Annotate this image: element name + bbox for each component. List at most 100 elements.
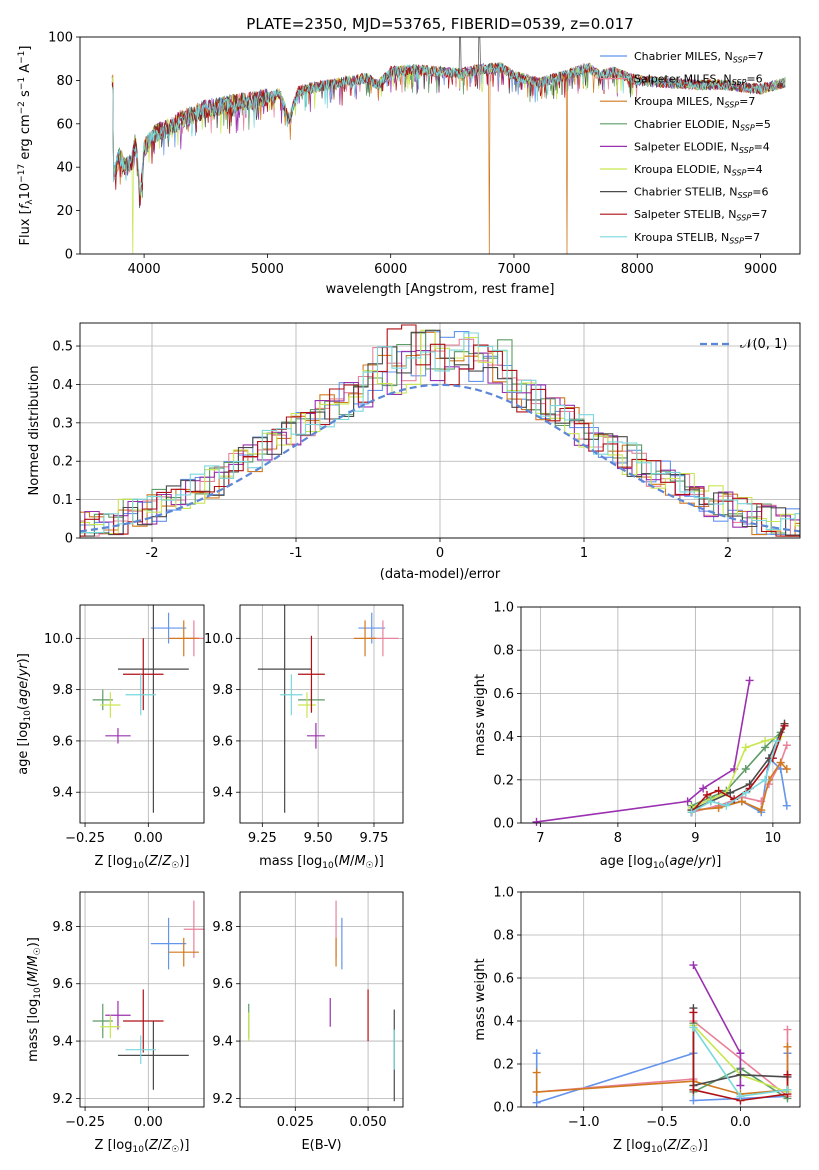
mass-weight-point [736, 1092, 745, 1101]
mass-weight-point [714, 786, 723, 795]
mass-weight-point [745, 676, 754, 685]
y-tick-label: 0.6 [493, 687, 514, 702]
y-tick-label: 0.8 [493, 644, 514, 659]
y-tick-label: 9.4 [52, 786, 73, 801]
y-tick-label: 9.8 [52, 920, 73, 935]
axes-frame [79, 36, 801, 255]
y-axis-label: mass weight [473, 958, 488, 1040]
x-tick-label: 0.025 [277, 1115, 314, 1130]
x-axis-label: age [log10(age/yr)] [600, 854, 722, 871]
spectrum-panel: 4000 5000 6000 7000 8000 9000 0 20 40 60 80 100 Chab… [17, 31, 801, 297]
mass-weight-point [783, 1085, 792, 1094]
mass-weight-point [532, 1068, 541, 1077]
x-tick-label: 8 [614, 831, 622, 846]
y-tick-label: 0.5 [52, 340, 73, 355]
axes-frame [239, 604, 404, 824]
y-tick-label: 0.3 [52, 416, 73, 431]
x-tick-label: 6000 [374, 262, 407, 277]
mass-weight-point [783, 1042, 792, 1051]
x-tick-label: -1 [290, 546, 303, 561]
mass-weight-point [776, 758, 785, 767]
mass-weight-point [689, 1085, 698, 1094]
mass-weight-point [532, 1049, 541, 1058]
mass-weight-point [689, 1096, 698, 1105]
x-tick-label: −1.0 [568, 1115, 600, 1130]
legend-entry: Kroupa STELIB, NSSP=7 [634, 231, 760, 246]
mass-weight-point [782, 765, 791, 773]
y-tick-label: 9.6 [212, 734, 233, 749]
y-axis-label: Flux [fλ10−17 erg cm−2 s−1 A−1] [17, 46, 35, 246]
x-tick-label: 9 [691, 831, 699, 846]
x-tick-label: 2 [724, 546, 732, 561]
legend-entry: 𝒩(0, 1) [740, 337, 787, 352]
legend-entry: Chabrier MILES, NSSP=7 [634, 50, 764, 65]
y-tick-label: 0.1 [52, 493, 73, 508]
x-tick-label: 1 [580, 546, 588, 561]
mass-weight-point [689, 1023, 698, 1032]
y-axis-label: Normed distribution [27, 366, 42, 496]
y-tick-label: 60 [56, 117, 73, 132]
normal-reference-curve [80, 383, 800, 533]
mass-weight-point [783, 1025, 792, 1034]
y-tick-label: 9.8 [212, 920, 233, 935]
y-tick-label: 0.0 [493, 817, 514, 832]
mass-weight-point [757, 806, 766, 815]
mass-weight-point [761, 775, 770, 784]
residual-histogram [80, 332, 800, 534]
x-tick-label: 9.50 [304, 831, 333, 846]
x-tick-label: −0.25 [65, 831, 105, 846]
y-tick-label: 1.0 [493, 886, 514, 901]
residual-histogram-panel: -2 -1 0 1 2 0 0.1 0.2 0.3 0.4 0.5 𝒩(0, 1) (data-mode… [27, 322, 801, 582]
x-tick-label: 0.0 [730, 1115, 751, 1130]
residual-histogram [80, 324, 800, 537]
mass-weight-point [532, 817, 541, 826]
x-tick-label: 9.75 [359, 831, 388, 846]
mass-weight-point [780, 721, 789, 730]
x-tick-label: -2 [146, 546, 159, 561]
x-axis-label: Z [log10(Z/Z☉)] [95, 1138, 190, 1155]
mass-weight-vs-metallicity-panel: −1.0 −0.5 0.0 0.0 0.2 0.4 0.6 0.8 1.0 Z [log10(Z/… [473, 886, 801, 1155]
y-tick-label: 1.0 [493, 601, 514, 616]
y-tick-label: 9.2 [52, 1092, 73, 1107]
y-tick-label: 9.8 [52, 683, 73, 698]
y-tick-label: 0 [65, 532, 73, 547]
mass-weight-point [736, 1070, 745, 1079]
mass-weight-point [782, 741, 791, 750]
y-tick-label: 0.2 [52, 455, 73, 470]
x-axis-label: mass [log10(M/M☉)] [259, 854, 384, 871]
y-tick-label: 9.8 [212, 683, 233, 698]
age-vs-metallicity-panel: −0.25 0.00 9.4 9.6 9.8 10.0 Z [log10(Z/Z☉)] age… [16, 604, 205, 871]
y-tick-label: 0.4 [493, 730, 514, 745]
mass-weight-point [689, 961, 698, 970]
x-tick-label: 0 [436, 546, 444, 561]
mass-weight-point [741, 765, 750, 773]
spectrum-line [111, 62, 786, 196]
y-tick-label: 100 [48, 31, 73, 46]
mass-weight-line [691, 735, 781, 809]
mass-weight-point [699, 784, 708, 793]
x-tick-label: −0.5 [646, 1115, 678, 1130]
mass-weight-point [772, 736, 781, 745]
axes-frame [239, 891, 404, 1108]
mass-weight-point [761, 736, 770, 745]
legend-entry: Salpeter ELODIE, NSSP=4 [634, 140, 770, 155]
legend-entry: Salpeter STELIB, NSSP=7 [634, 208, 767, 223]
legend-entry: Chabrier ELODIE, NSSP=5 [634, 118, 771, 133]
x-tick-label: 0.00 [134, 1115, 163, 1130]
y-tick-label: 0.2 [493, 773, 514, 788]
y-tick-label: 80 [56, 74, 73, 89]
y-tick-label: 0.0 [493, 1101, 514, 1116]
y-tick-label: 0.4 [52, 378, 73, 393]
x-axis-label: (data-model)/error [380, 567, 501, 582]
mass-weight-point [722, 801, 731, 810]
x-tick-label: −0.25 [65, 1115, 105, 1130]
mass-weight-point [782, 801, 791, 810]
mass-weight-point [689, 1008, 698, 1017]
x-tick-label: 0.00 [134, 831, 163, 846]
axes-frame [79, 604, 205, 824]
mass-weight-point [737, 797, 746, 806]
legend-entry: Salpeter MILES, NSSP=6 [634, 73, 763, 88]
x-axis-label: Z [log10(Z/Z☉)] [613, 1138, 708, 1155]
y-axis-label: mass [log10(M/M☉)] [26, 937, 43, 1062]
